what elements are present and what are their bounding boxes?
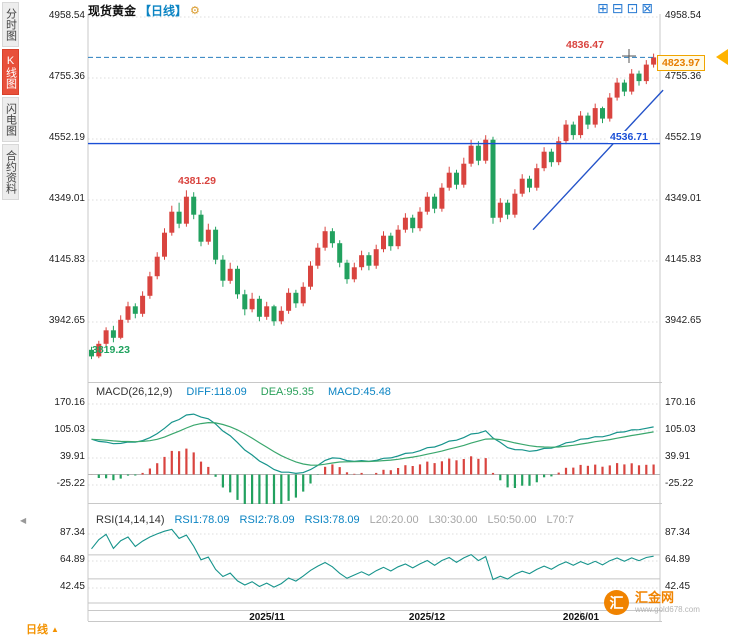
- macd-y-label: 105.03: [54, 424, 85, 435]
- macd-dea-value: DEA:95.35: [260, 386, 314, 398]
- sidebar-tab-time-chart[interactable]: 分时图: [1, 2, 19, 47]
- rsi-y-label-right: 64.89: [665, 554, 691, 565]
- timeframe-selector[interactable]: 日线 ▲: [26, 621, 59, 637]
- macd-y-label-right: 105.03: [665, 424, 696, 435]
- brand-logo-icon: 汇: [604, 590, 629, 615]
- rsi-y-label: 64.89: [59, 554, 85, 565]
- macd-header: MACD(26,12,9) DIFF:118.09 DEA:95.35 MACD…: [96, 386, 391, 398]
- settings-gear-icon[interactable]: ⚙: [190, 5, 200, 17]
- brand-name: 汇金网: [635, 590, 675, 605]
- layout-fullscreen-icon[interactable]: ⊠: [641, 0, 653, 16]
- main-y-label-right: 4755.36: [665, 71, 702, 82]
- main-y-label-right: 3942.65: [665, 315, 702, 326]
- macd-y-label-right: 39.91: [665, 451, 691, 462]
- rsi-collapse-icon[interactable]: ◀: [20, 516, 27, 525]
- macd-y-label-right: -25.22: [665, 478, 694, 489]
- x-axis-label: 2025/12: [408, 611, 446, 623]
- sidebar-tab-kline-chart[interactable]: K线图: [1, 49, 19, 95]
- main-y-label: 3942.65: [48, 315, 85, 326]
- macd-diff-value: DIFF:118.09: [186, 386, 247, 398]
- layout-grid-icon[interactable]: ⊞: [597, 0, 609, 16]
- macd-title: MACD(26,12,9): [96, 386, 173, 398]
- main-y-label: 4349.01: [48, 193, 85, 204]
- rsi3-value: RSI3:78.09: [304, 514, 360, 526]
- peak-price-label: 4381.29: [178, 175, 216, 187]
- rsi-y-label-right: 42.45: [665, 581, 691, 592]
- rsi2-value: RSI2:78.09: [239, 514, 295, 526]
- layout-split-icon[interactable]: ⊟: [611, 0, 624, 16]
- symbol-title: 现货黄金: [88, 4, 137, 18]
- macd-y-label-right: 170.16: [665, 397, 696, 408]
- brand-text: 汇金网 www.gold678.com: [635, 590, 700, 615]
- main-y-label: 4958.54: [48, 10, 85, 21]
- high-price-label: 4836.47: [566, 39, 604, 51]
- sidebar-tab-contract-info[interactable]: 合约资料: [1, 144, 19, 200]
- rsi-l20-value: L20:20.00: [369, 514, 419, 526]
- x-axis-label: 2026/01: [562, 611, 600, 623]
- main-y-label-right: 4552.19: [665, 132, 702, 143]
- macd-y-label: 39.91: [59, 451, 85, 462]
- rsi-y-label-right: 87.34: [665, 527, 691, 538]
- timeframe-arrow-icon: ▲: [51, 624, 59, 634]
- layout-compare-icon[interactable]: ⊡: [626, 0, 639, 16]
- x-axis-label: 2025/11: [249, 611, 285, 623]
- rsi-y-label: 87.34: [59, 527, 85, 538]
- period-tag[interactable]: 【日线】: [139, 4, 188, 18]
- last-price-tag: 4823.97: [657, 55, 705, 71]
- macd-y-label: -25.22: [56, 478, 85, 489]
- site-watermark: 汇 汇金网 www.gold678.com: [604, 590, 700, 615]
- main-y-label: 4552.19: [48, 132, 85, 143]
- rsi1-value: RSI1:78.09: [174, 514, 230, 526]
- rsi-header: RSI(14,14,14) RSI1:78.09 RSI2:78.09 RSI3…: [96, 514, 658, 526]
- chart-type-sidebar: 分时图 K线图 闪电图 合约资料: [1, 2, 19, 200]
- macd-y-label: 170.16: [54, 397, 85, 408]
- main-y-label-right: 4145.83: [665, 254, 702, 265]
- main-y-label-right: 4349.01: [665, 193, 702, 204]
- chart-header: 现货黄金 【日线】 ⚙: [88, 2, 200, 19]
- rsi-l30-value: L30:30.00: [428, 514, 478, 526]
- sidebar-tab-lightning-chart[interactable]: 闪电图: [1, 97, 19, 142]
- rsi-title: RSI(14,14,14): [96, 514, 165, 526]
- timeframe-label: 日线: [26, 624, 48, 636]
- rsi-l50-value: L50:50.00: [487, 514, 537, 526]
- main-y-label: 4145.83: [48, 254, 85, 265]
- support-price-label: 4536.71: [608, 131, 650, 143]
- chart-layout-toolbar: ⊞ ⊟ ⊡ ⊠: [597, 0, 653, 16]
- main-y-label: 4755.36: [48, 71, 85, 82]
- brand-url: www.gold678.com: [635, 605, 700, 614]
- rsi-y-label: 42.45: [59, 581, 85, 592]
- macd-bar-value: MACD:45.48: [327, 386, 391, 398]
- low-price-label: 3819.23: [92, 344, 130, 356]
- main-y-label-right: 4958.54: [665, 10, 702, 21]
- rsi-l70-value: L70:7: [546, 514, 574, 526]
